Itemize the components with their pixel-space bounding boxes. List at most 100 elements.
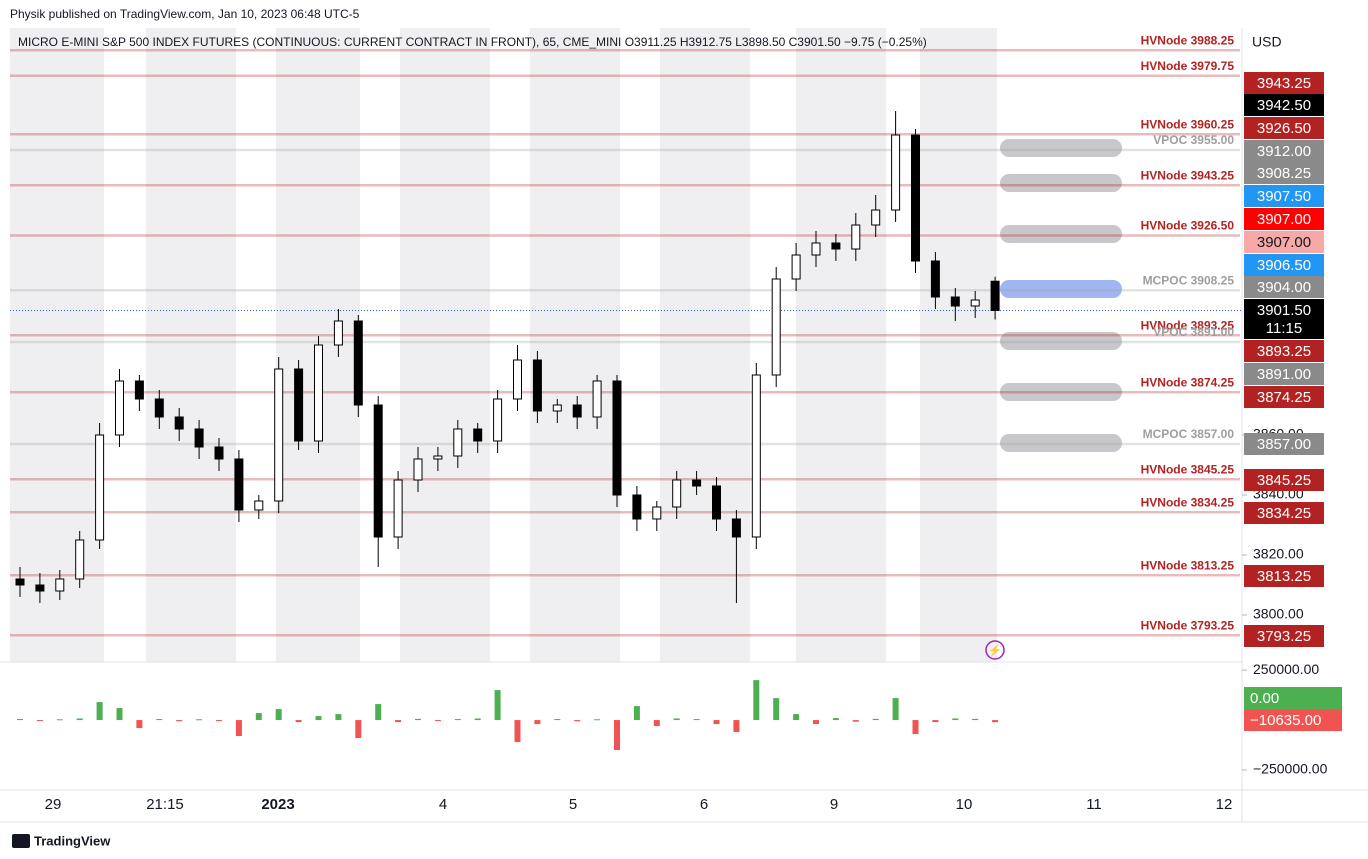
level-label: HVNode 3813.25 (1141, 558, 1235, 572)
volume-delta-bar (76, 718, 83, 721)
price-box-label: 0.00 (1250, 690, 1279, 707)
volume-delta-bar (96, 702, 103, 721)
volume-delta-bar (196, 719, 203, 721)
volume-delta-bar (395, 720, 402, 723)
candle-body (393, 479, 403, 538)
price-box-label: 3907.50 (1257, 188, 1311, 205)
volume-delta-bar (892, 698, 899, 721)
candle-body (194, 428, 204, 448)
event-icon-glyph: ⚡ (988, 644, 1002, 657)
price-box (1244, 276, 1324, 298)
candle-body (513, 359, 522, 400)
y-tick-label: 250000.00 (1253, 661, 1319, 677)
price-box-label: 3793.25 (1257, 628, 1311, 645)
x-tick-label: 12 (1216, 796, 1233, 813)
candle-body (134, 380, 144, 400)
price-box (1244, 433, 1324, 455)
level-label: HVNode 3943.25 (1141, 168, 1235, 182)
price-box-label: 3908.25 (1257, 165, 1311, 182)
volume-delta-bar (713, 720, 720, 725)
candle-body (433, 455, 443, 460)
volume-delta-bar (534, 720, 541, 725)
price-box-label: 3901.50 (1257, 302, 1311, 319)
price-box (1244, 208, 1324, 230)
price-box-label: 3912.00 (1257, 143, 1311, 160)
price-box (1244, 185, 1324, 207)
price-box-label: 3893.25 (1257, 343, 1311, 360)
volume-delta-bar (36, 720, 43, 722)
volume-delta-bar (793, 714, 800, 721)
candle-body (254, 500, 264, 511)
footer-brand: TradingView (34, 833, 111, 848)
price-box (1244, 72, 1324, 94)
volume-delta-bar (514, 720, 521, 743)
x-tick-label: 21:15 (146, 796, 184, 813)
candle-body (930, 260, 940, 298)
candle-body (871, 209, 881, 226)
volume-delta-bar (56, 719, 63, 721)
candle-body (911, 134, 920, 262)
price-box-label: 3907.00 (1257, 211, 1311, 228)
volume-delta-bar (355, 720, 362, 739)
price-box (1244, 140, 1324, 162)
price-box-label: 3907.00 (1257, 234, 1311, 251)
event-icon[interactable] (985, 640, 1005, 660)
x-tick-label: 9 (830, 796, 838, 813)
price-box-label: 3943.25 (1257, 75, 1311, 92)
candle-body (712, 485, 721, 520)
volume-delta-bar (813, 720, 819, 725)
candle-body (373, 404, 383, 538)
candle-body (214, 446, 224, 460)
candle-body (234, 458, 244, 511)
logo (12, 834, 30, 848)
volume-delta-bar (554, 719, 561, 721)
candle-body (453, 428, 463, 457)
volume-delta-bar (574, 720, 581, 722)
price-box-label: 3906.50 (1257, 257, 1311, 274)
level-label: HVNode 3926.50 (1141, 219, 1235, 233)
price-box (1244, 117, 1324, 139)
volume-delta-bar (753, 680, 760, 721)
candle-body (95, 434, 105, 541)
level-label: HVNode 3874.25 (1141, 375, 1235, 389)
price-box-label: 3942.50 (1257, 97, 1311, 114)
volume-delta-bar (216, 720, 222, 722)
candle-body (353, 320, 363, 406)
level-label: HVNode 3845.25 (1141, 462, 1235, 476)
candle-body (493, 398, 503, 442)
candle-body (572, 404, 582, 418)
currency: USD (1252, 34, 1282, 50)
level-pills (1000, 139, 1122, 452)
candle-body (891, 134, 901, 211)
candle-body (35, 584, 45, 592)
price-box-label: 3904.00 (1257, 279, 1311, 296)
candle-body (771, 278, 781, 376)
price-box (1244, 386, 1324, 408)
price-box (1244, 502, 1324, 524)
price-box (1244, 469, 1324, 491)
candle-body (950, 296, 960, 307)
volume-delta-bar (176, 720, 183, 722)
volume-delta-bar (633, 706, 640, 721)
price-box (1244, 687, 1342, 709)
price-box-label: 3874.25 (1257, 389, 1311, 406)
candle-body (294, 368, 304, 442)
candle-body (751, 374, 761, 538)
volume-delta-bar (832, 718, 839, 721)
level-label: HVNode 3793.25 (1141, 618, 1235, 632)
candle-body (612, 380, 622, 496)
volume-delta-bar (315, 716, 322, 721)
candle-body (333, 320, 343, 346)
volume-delta-bar (434, 720, 441, 722)
volume-delta-bar (872, 718, 879, 721)
volume-delta-bar (673, 718, 680, 721)
level-label: VPOC 3955.00 (1153, 133, 1234, 147)
volume-delta-bar (156, 719, 163, 721)
price-box (1244, 94, 1324, 116)
y-tick-label: 3800.00 (1253, 606, 1304, 622)
candle-body (990, 280, 1000, 312)
x-tick-label: 4 (439, 796, 447, 813)
volume-delta-bar (594, 719, 601, 721)
price-box (1244, 254, 1324, 276)
